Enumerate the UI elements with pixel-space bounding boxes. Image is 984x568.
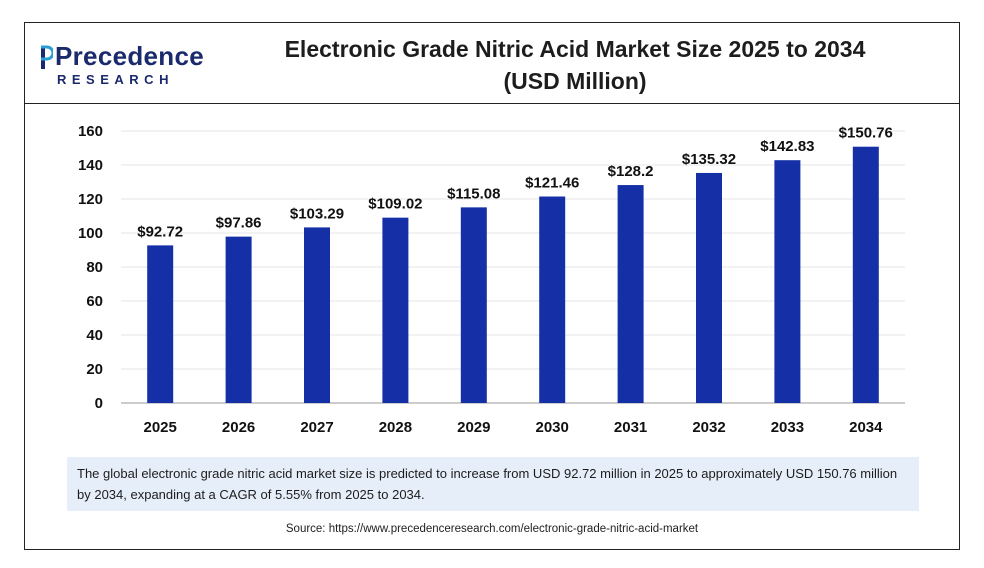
source-text: Source: https://www.precedenceresearch.c…	[285, 523, 699, 535]
x-tick-label-2029: 2029	[457, 419, 490, 436]
bar-2032	[696, 172, 722, 403]
header: Precedence RESEARCH Electronic Grade Nit…	[25, 23, 959, 104]
x-tick-label-2034: 2034	[849, 419, 883, 436]
data-label-2033: $142.83	[760, 138, 814, 155]
x-tick-label-2025: 2025	[144, 419, 177, 436]
y-tick-label: 20	[86, 361, 103, 378]
bar-2028	[382, 217, 409, 403]
brand-sub: RESEARCH	[57, 72, 174, 87]
data-label-2026: $97.86	[216, 215, 262, 232]
x-tick-label-2026: 2026	[222, 419, 255, 436]
x-tick-label-2027: 2027	[300, 419, 333, 436]
y-tick-label: 0	[95, 395, 103, 412]
y-tick-label: 160	[78, 123, 103, 140]
x-tick-label-2033: 2033	[771, 419, 804, 436]
y-tick-labels: 0 20 40 60 80 100 120 140 160	[78, 123, 103, 412]
brand-name: Precedence	[55, 41, 204, 71]
data-label-2030: $121.46	[525, 175, 579, 192]
brand-logo: Precedence RESEARCH	[39, 37, 204, 87]
bar-2033	[774, 160, 801, 403]
bar-2026	[225, 236, 252, 403]
chart-title: Electronic Grade Nitric Acid Market Size…	[255, 33, 895, 97]
y-tick-label: 40	[86, 327, 103, 344]
data-label-2028: $109.02	[368, 196, 422, 213]
chart-title-line2: (USD Million)	[503, 68, 647, 94]
summary-note: The global electronic grade nitric acid …	[67, 457, 919, 511]
bar-2031	[617, 185, 644, 403]
y-tick-label: 100	[78, 225, 103, 242]
data-label-2034: $150.76	[839, 125, 893, 142]
bar-chart: 0 20 40 60 80 100 120 140 160 $92.72 $97.86 $103.2…	[78, 123, 905, 436]
y-tick-label: 120	[78, 191, 103, 208]
bars	[147, 146, 879, 403]
x-tick-label-2032: 2032	[692, 419, 725, 436]
bar-2027	[304, 227, 330, 403]
bar-2030	[539, 196, 566, 403]
y-tick-label: 60	[86, 293, 103, 310]
x-tick-label-2030: 2030	[536, 419, 569, 436]
data-label-2032: $135.32	[682, 151, 736, 168]
bar-2034	[852, 146, 879, 403]
y-tick-label: 140	[78, 157, 103, 174]
x-tick-label-2031: 2031	[614, 419, 647, 436]
data-labels: $92.72 $97.86 $103.29 $109.02 $115.08 $121.46…	[137, 125, 893, 241]
x-tick-labels: 2025 2026 2027 2028 2029 2030 2031 2032 2033 2034	[144, 419, 884, 436]
data-label-2025: $92.72	[137, 223, 183, 240]
grid-lines	[121, 130, 905, 404]
chart-title-line1: Electronic Grade Nitric Acid Market Size…	[284, 36, 866, 62]
bar-2029	[460, 207, 487, 403]
x-tick-label-2028: 2028	[379, 419, 412, 436]
y-tick-label: 80	[86, 259, 103, 276]
infographic-frame: Precedence RESEARCH Electronic Grade Nit…	[24, 22, 960, 550]
bar-2025	[147, 245, 174, 403]
data-label-2029: $115.08	[447, 185, 500, 202]
logo-mark-icon	[41, 45, 53, 69]
data-label-2031: $128.2	[608, 163, 654, 180]
data-label-2027: $103.29	[290, 205, 344, 222]
